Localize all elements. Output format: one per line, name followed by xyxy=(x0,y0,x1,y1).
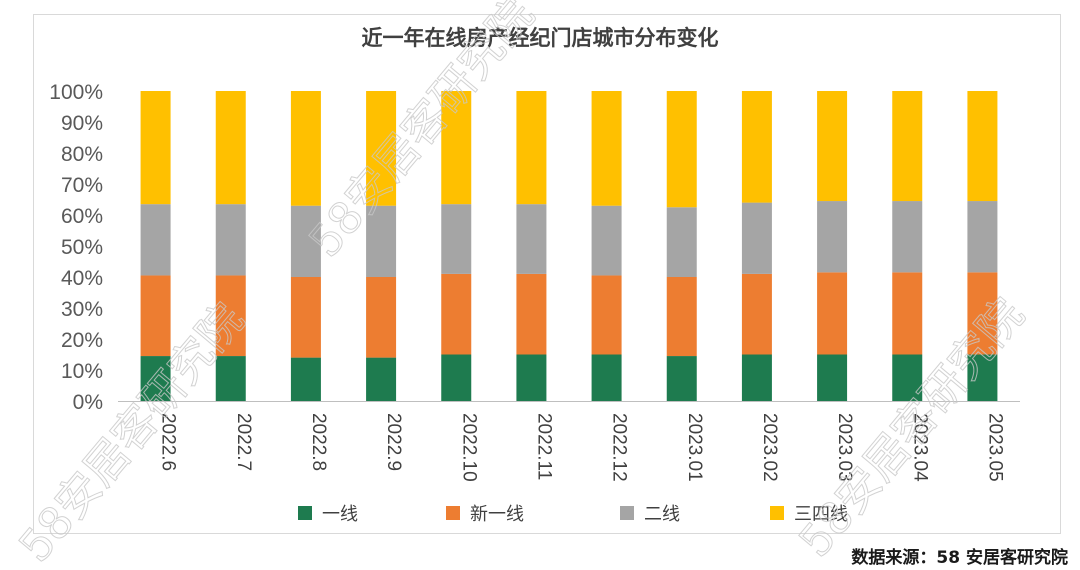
bar-segment-1 xyxy=(967,354,998,401)
bar-segment-2 xyxy=(140,275,171,357)
legend-item-2: 新一线 xyxy=(446,500,524,526)
y-tick-label: 10% xyxy=(61,360,103,383)
legend-swatch xyxy=(298,506,312,520)
legend-item-1: 一线 xyxy=(298,500,358,526)
legend-label: 二线 xyxy=(644,504,680,525)
legend-swatch xyxy=(620,506,634,520)
bar-segment-3 xyxy=(366,205,397,277)
x-tick-label: 2022.9 xyxy=(383,413,404,471)
legend-label: 三四线 xyxy=(794,504,848,525)
source-note: 数据来源：58 安居客研究院 xyxy=(851,548,1068,568)
y-tick-label: 90% xyxy=(61,112,103,135)
x-tick-label: 2022.10 xyxy=(458,413,479,482)
x-tick-label: 2022.8 xyxy=(308,413,329,471)
bar-segment-3 xyxy=(892,201,923,273)
bar-segment-3 xyxy=(741,202,772,274)
bar-segment-3 xyxy=(215,204,246,276)
x-tick-label: 2023.04 xyxy=(909,413,930,482)
bar-segment-2 xyxy=(215,275,246,357)
bar-segment-3 xyxy=(441,204,472,274)
bar-segment-4 xyxy=(591,91,622,206)
bar-segment-4 xyxy=(892,91,923,202)
legend-item-4: 三四线 xyxy=(770,500,848,526)
bar-segment-1 xyxy=(741,354,772,401)
bar-segment-4 xyxy=(741,91,772,203)
x-tick-label: 2022.6 xyxy=(158,413,179,471)
bar-segment-3 xyxy=(967,201,998,273)
bar-segment-3 xyxy=(591,205,622,276)
y-tick-label: 100% xyxy=(49,81,103,104)
y-tick-label: 40% xyxy=(61,267,103,290)
x-tick-label: 2022.11 xyxy=(533,413,554,480)
bar-segment-1 xyxy=(290,357,321,401)
x-tick-label: 2022.7 xyxy=(233,413,254,471)
bar-segment-1 xyxy=(140,356,171,401)
legend-swatch xyxy=(446,506,460,520)
bar-segment-2 xyxy=(666,277,697,357)
x-tick-label: 2023.02 xyxy=(759,413,780,482)
legend-swatch xyxy=(770,506,784,520)
bar-segment-2 xyxy=(591,275,622,355)
bar-segment-3 xyxy=(290,205,321,277)
bar-segment-1 xyxy=(817,354,848,401)
bar-segment-1 xyxy=(516,354,547,401)
bar-segment-4 xyxy=(516,91,547,205)
bar-segment-2 xyxy=(366,277,397,358)
bar-segment-1 xyxy=(441,354,472,401)
bar-segment-3 xyxy=(817,201,848,273)
x-tick-label: 2022.12 xyxy=(609,413,630,482)
bar-segment-3 xyxy=(516,204,547,274)
y-tick-label: 60% xyxy=(61,205,103,228)
bar-segment-4 xyxy=(441,91,472,205)
bar-segment-4 xyxy=(366,91,397,206)
x-tick-label: 2023.03 xyxy=(834,413,855,482)
bar-segment-1 xyxy=(366,357,397,401)
chart-frame xyxy=(33,14,1061,534)
bar-segment-1 xyxy=(666,356,697,401)
bar-segment-4 xyxy=(290,91,321,206)
bar-segment-3 xyxy=(140,204,171,276)
bar-segment-2 xyxy=(516,273,547,355)
legend-label: 新一线 xyxy=(470,504,524,525)
bar-segment-2 xyxy=(892,272,923,355)
bar-segment-2 xyxy=(741,273,772,355)
bar-segment-3 xyxy=(666,207,697,277)
bar-segment-1 xyxy=(892,354,923,401)
bar-segment-1 xyxy=(215,356,246,401)
bar-segment-4 xyxy=(140,91,171,205)
y-tick-label: 80% xyxy=(61,143,103,166)
y-tick-label: 70% xyxy=(61,174,103,197)
chart-title: 近一年在线房产经纪门店城市分布变化 xyxy=(361,26,719,50)
legend-item-3: 二线 xyxy=(620,500,680,526)
bar-segment-2 xyxy=(967,272,998,355)
y-tick-label: 20% xyxy=(61,329,103,352)
y-tick-label: 30% xyxy=(61,298,103,321)
bar-segment-4 xyxy=(215,91,246,205)
x-tick-label: 2023.01 xyxy=(684,413,705,482)
bar-segment-1 xyxy=(591,354,622,401)
y-tick-label: 50% xyxy=(61,236,103,259)
chart-legend: 一线 新一线 二线 三四线 xyxy=(0,500,1080,526)
x-tick-label: 2023.05 xyxy=(984,413,1005,482)
y-tick-label: 0% xyxy=(73,391,103,414)
bar-segment-4 xyxy=(967,91,998,202)
bar-segment-2 xyxy=(441,273,472,355)
bar-segment-4 xyxy=(817,91,848,202)
bar-segment-2 xyxy=(817,272,848,355)
bar-segment-2 xyxy=(290,277,321,358)
legend-label: 一线 xyxy=(322,504,358,525)
bar-segment-4 xyxy=(666,91,697,208)
